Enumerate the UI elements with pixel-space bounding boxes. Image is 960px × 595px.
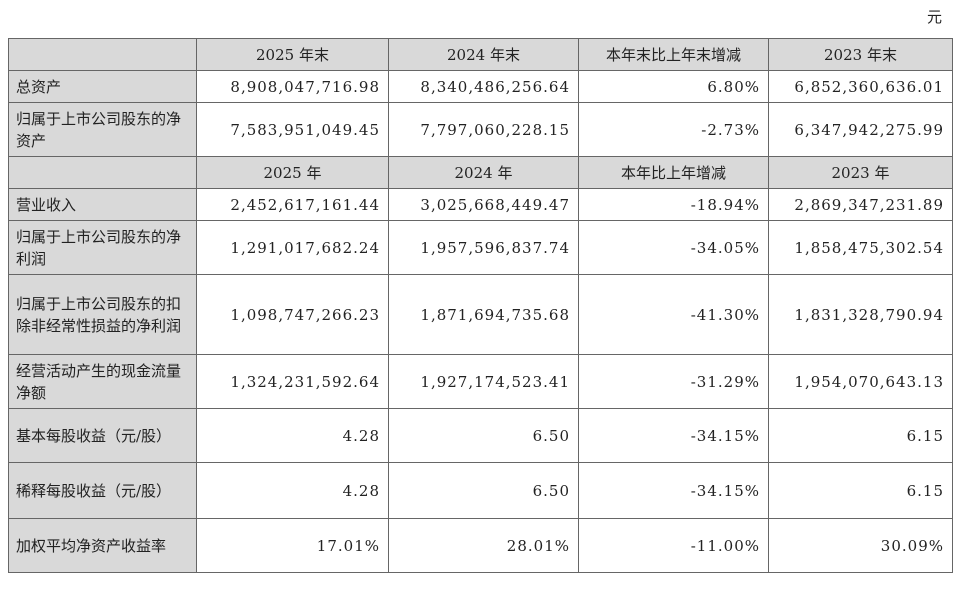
- table-row: 营业收入 2,452,617,161.44 3,025,668,449.47 -…: [8, 188, 953, 221]
- cell-value: 1,954,070,643.13: [768, 354, 953, 409]
- cell-value: 6,852,360,636.01: [768, 70, 953, 103]
- cell-value: 6.80%: [578, 70, 769, 103]
- cell-value: 2,452,617,161.44: [196, 188, 389, 221]
- row-label: 稀释每股收益（元/股）: [8, 462, 197, 519]
- column-header: 2023 年末: [768, 38, 953, 71]
- table-row: 稀释每股收益（元/股） 4.28 6.50 -34.15% 6.15: [8, 462, 953, 519]
- cell-value: 6.15: [768, 408, 953, 463]
- cell-value: 6.50: [388, 462, 579, 519]
- header-row-income: 2025 年 2024 年 本年比上年增减 2023 年: [8, 156, 953, 189]
- cell-value: -34.15%: [578, 462, 769, 519]
- cell-value: 1,871,694,735.68: [388, 274, 579, 355]
- cell-value: 1,858,475,302.54: [768, 220, 953, 275]
- row-label: 总资产: [8, 70, 197, 103]
- table-row: 加权平均净资产收益率 17.01% 28.01% -11.00% 30.09%: [8, 518, 953, 573]
- unit-label: 元: [926, 8, 942, 26]
- financial-summary-table: 2025 年末 2024 年末 本年末比上年末增减 2023 年末 总资产 8,…: [8, 38, 953, 573]
- cell-value: 6.15: [768, 462, 953, 519]
- table-row: 归属于上市公司股东的扣除非经常性损益的净利润 1,098,747,266.23 …: [8, 274, 953, 355]
- cell-value: -2.73%: [578, 102, 769, 157]
- row-label: 营业收入: [8, 188, 197, 221]
- cell-value: -31.29%: [578, 354, 769, 409]
- cell-value: -34.15%: [578, 408, 769, 463]
- column-header: 本年比上年增减: [578, 156, 769, 189]
- table-row: 经营活动产生的现金流量净额 1,324,231,592.64 1,927,174…: [8, 354, 953, 409]
- row-label: 经营活动产生的现金流量净额: [8, 354, 197, 409]
- column-header: 2024 年: [388, 156, 579, 189]
- header-row-balance: 2025 年末 2024 年末 本年末比上年末增减 2023 年末: [8, 38, 953, 71]
- column-header: 2025 年末: [196, 38, 389, 71]
- column-header: 2024 年末: [388, 38, 579, 71]
- cell-value: 1,927,174,523.41: [388, 354, 579, 409]
- cell-value: 4.28: [196, 462, 389, 519]
- cell-value: -18.94%: [578, 188, 769, 221]
- table-row: 基本每股收益（元/股） 4.28 6.50 -34.15% 6.15: [8, 408, 953, 463]
- cell-value: 6.50: [388, 408, 579, 463]
- cell-value: 1,957,596,837.74: [388, 220, 579, 275]
- column-header: 2023 年: [768, 156, 953, 189]
- cell-value: 8,908,047,716.98: [196, 70, 389, 103]
- cell-value: -41.30%: [578, 274, 769, 355]
- cell-value: 1,324,231,592.64: [196, 354, 389, 409]
- cell-value: 4.28: [196, 408, 389, 463]
- cell-value: -11.00%: [578, 518, 769, 573]
- column-header: 本年末比上年末增减: [578, 38, 769, 71]
- cell-value: 28.01%: [388, 518, 579, 573]
- cell-value: 7,583,951,049.45: [196, 102, 389, 157]
- row-label: 归属于上市公司股东的净资产: [8, 102, 197, 157]
- row-label: 加权平均净资产收益率: [8, 518, 197, 573]
- table-row: 归属于上市公司股东的净资产 7,583,951,049.45 7,797,060…: [8, 102, 953, 157]
- cell-value: 6,347,942,275.99: [768, 102, 953, 157]
- row-label: 基本每股收益（元/股）: [8, 408, 197, 463]
- cell-value: 1,291,017,682.24: [196, 220, 389, 275]
- cell-value: -34.05%: [578, 220, 769, 275]
- corner-cell: [8, 38, 197, 71]
- corner-cell: [8, 156, 197, 189]
- row-label: 归属于上市公司股东的扣除非经常性损益的净利润: [8, 274, 197, 355]
- cell-value: 3,025,668,449.47: [388, 188, 579, 221]
- table-row: 归属于上市公司股东的净利润 1,291,017,682.24 1,957,596…: [8, 220, 953, 275]
- cell-value: 1,831,328,790.94: [768, 274, 953, 355]
- column-header: 2025 年: [196, 156, 389, 189]
- cell-value: 1,098,747,266.23: [196, 274, 389, 355]
- cell-value: 7,797,060,228.15: [388, 102, 579, 157]
- cell-value: 8,340,486,256.64: [388, 70, 579, 103]
- row-label: 归属于上市公司股东的净利润: [8, 220, 197, 275]
- cell-value: 2,869,347,231.89: [768, 188, 953, 221]
- table-row: 总资产 8,908,047,716.98 8,340,486,256.64 6.…: [8, 70, 953, 103]
- cell-value: 30.09%: [768, 518, 953, 573]
- cell-value: 17.01%: [196, 518, 389, 573]
